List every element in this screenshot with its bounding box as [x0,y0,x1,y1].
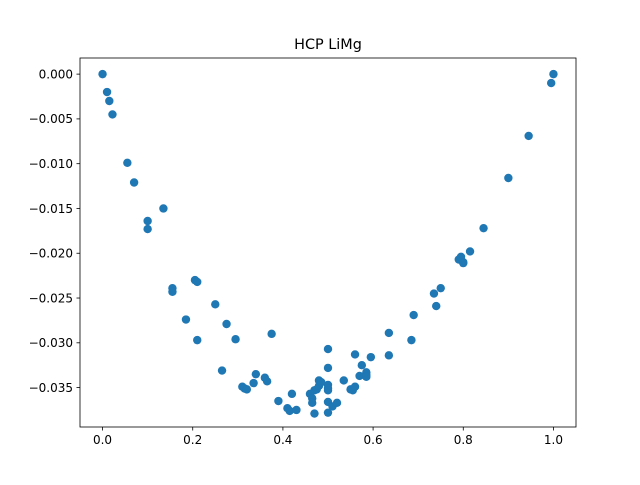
data-point [465,247,475,256]
data-point [129,178,139,187]
data-point [479,223,488,233]
data-point [432,301,441,311]
data-point [357,361,367,370]
plot-frame [79,57,577,428]
data-point [436,283,445,293]
data-point [310,409,319,418]
x-tick-label: 0.2 [183,433,202,447]
axes: 0.0 0.2 0.4 0.6 0.8 1.0 0.000 −0.005 −0.010 −0.01… [29,57,577,447]
data-point [222,319,231,329]
y-tick-label: −0.020 [29,247,73,261]
data-point [123,158,132,167]
data-point [366,352,376,362]
data-point [108,110,117,119]
data-point [407,335,416,345]
data-point [143,216,152,226]
data-point [193,335,202,345]
data-point [274,396,283,406]
data-points [98,69,558,418]
data-point [98,69,107,79]
y-tick-label: 0.000 [39,67,73,81]
data-point [362,372,371,382]
data-point [143,224,152,234]
data-point [262,377,272,386]
data-point [292,405,301,415]
data-point [249,378,258,388]
x-tick-label: 0.8 [454,433,473,447]
data-point [193,277,202,287]
data-point [231,335,240,344]
y-tick-label: −0.015 [29,202,73,216]
data-point [287,389,297,399]
data-point [409,310,418,320]
data-point [217,366,227,375]
data-point [459,258,468,268]
data-point [549,69,558,79]
data-point [323,344,333,354]
data-point [429,289,439,298]
data-point [323,386,333,395]
data-point [105,96,114,106]
data-point [332,398,342,408]
data-point [181,315,191,324]
data-point [355,371,364,381]
data-point [323,363,333,373]
y-tick-label: −0.005 [29,112,73,126]
data-point [350,382,360,391]
data-point [384,351,394,360]
x-tick-label: 0.4 [273,433,292,447]
x-tick-label: 0.6 [364,433,383,447]
y-tick-label: −0.030 [29,336,73,350]
data-point [384,328,394,338]
data-point [308,398,317,408]
data-point [159,204,168,213]
data-point [251,369,261,379]
y-tick-label: −0.025 [29,291,73,305]
y-tick-label: −0.035 [29,381,73,395]
data-point [504,173,513,183]
data-point [211,300,220,309]
x-tick-label: 0.0 [93,433,112,447]
data-point [339,376,348,385]
data-point [317,378,326,387]
chart-title: HCP LiMg [294,37,362,53]
data-point [524,131,533,141]
data-point [350,350,360,359]
data-point [102,87,112,97]
data-point [168,287,177,296]
data-point [285,406,294,416]
x-tick-label: 1.0 [544,433,563,447]
data-point [242,385,252,394]
data-point [267,329,276,339]
data-point [323,408,333,417]
y-tick-label: −0.010 [29,157,73,171]
data-point [547,78,556,88]
